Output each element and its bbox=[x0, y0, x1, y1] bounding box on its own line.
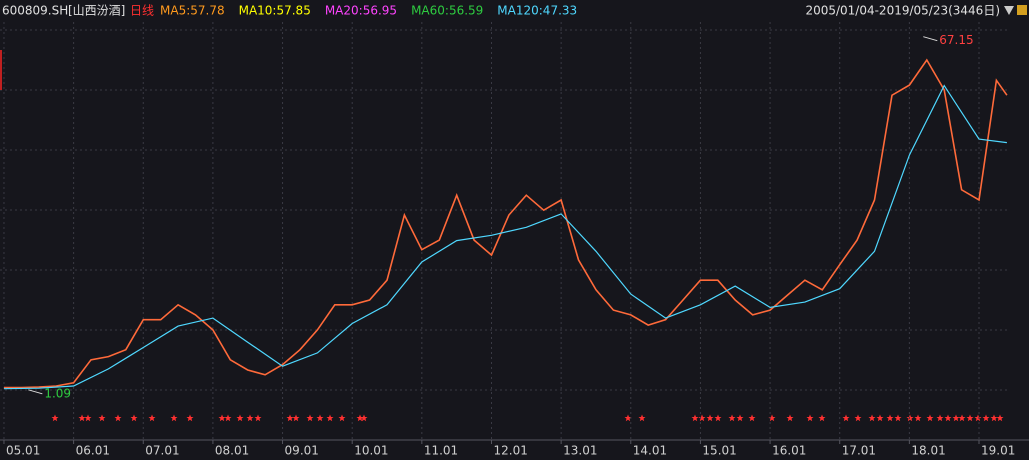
series-line bbox=[3, 84, 1007, 390]
star bbox=[936, 414, 944, 422]
star bbox=[170, 414, 178, 422]
star bbox=[876, 414, 884, 422]
star bbox=[868, 414, 876, 422]
star bbox=[914, 414, 922, 422]
star bbox=[236, 414, 244, 422]
star bbox=[728, 414, 736, 422]
period: 日线 bbox=[130, 4, 154, 18]
x-tick-label: 17.01 bbox=[842, 444, 876, 458]
x-tick-label: 05.01 bbox=[6, 444, 40, 458]
star bbox=[952, 414, 960, 422]
ma-value: MA60:56.59 bbox=[411, 4, 483, 18]
star bbox=[218, 414, 226, 422]
stock-name: [山西汾酒] bbox=[68, 4, 125, 18]
stock-code: 600809.SH bbox=[2, 4, 68, 18]
star bbox=[224, 414, 232, 422]
star bbox=[51, 414, 59, 422]
annotation: 67.15 bbox=[939, 33, 973, 47]
star bbox=[638, 414, 646, 422]
star bbox=[842, 414, 850, 422]
x-tick-label: 19.01 bbox=[981, 444, 1015, 458]
lock-icon[interactable] bbox=[1017, 5, 1027, 15]
star bbox=[246, 414, 254, 422]
star bbox=[186, 414, 194, 422]
star bbox=[886, 414, 894, 422]
star bbox=[292, 414, 300, 422]
star bbox=[691, 414, 699, 422]
dropdown[interactable] bbox=[1004, 6, 1014, 15]
ma-value: MA120:47.33 bbox=[497, 4, 577, 18]
star bbox=[706, 414, 714, 422]
x-tick-label: 11.01 bbox=[424, 444, 458, 458]
annotation-arrow bbox=[923, 36, 938, 42]
date-range: 2005/01/04-2019/05/23(3446日) bbox=[805, 4, 1000, 18]
star bbox=[714, 414, 722, 422]
x-tick-label: 18.01 bbox=[911, 444, 945, 458]
x-tick-label: 12.01 bbox=[493, 444, 527, 458]
star bbox=[148, 414, 156, 422]
star bbox=[286, 414, 294, 422]
x-tick-label: 08.01 bbox=[215, 444, 249, 458]
star bbox=[748, 414, 756, 422]
star bbox=[906, 414, 914, 422]
star bbox=[926, 414, 934, 422]
star bbox=[990, 414, 998, 422]
x-tick-label: 09.01 bbox=[285, 444, 319, 458]
star bbox=[982, 414, 990, 422]
annotation-arrow bbox=[28, 389, 43, 395]
x-tick-label: 14.01 bbox=[633, 444, 667, 458]
star bbox=[316, 414, 324, 422]
star bbox=[894, 414, 902, 422]
star bbox=[338, 414, 346, 422]
star bbox=[966, 414, 974, 422]
star bbox=[996, 414, 1004, 422]
star bbox=[114, 414, 122, 422]
x-tick-label: 13.01 bbox=[563, 444, 597, 458]
star bbox=[786, 414, 794, 422]
x-tick-label: 16.01 bbox=[772, 444, 806, 458]
star bbox=[254, 414, 262, 422]
x-tick-label: 06.01 bbox=[76, 444, 110, 458]
ma-value: MA5:57.78 bbox=[160, 4, 225, 18]
star bbox=[698, 414, 706, 422]
x-tick-label: 07.01 bbox=[145, 444, 179, 458]
ma-value: MA10:57.85 bbox=[239, 4, 311, 18]
series-line bbox=[4, 58, 1008, 389]
star bbox=[98, 414, 106, 422]
star bbox=[736, 414, 744, 422]
star bbox=[958, 414, 966, 422]
star bbox=[326, 414, 334, 422]
star bbox=[768, 414, 776, 422]
ma-value: MA20:56.95 bbox=[325, 4, 397, 18]
star bbox=[818, 414, 826, 422]
star bbox=[974, 414, 982, 422]
star bbox=[306, 414, 314, 422]
star bbox=[944, 414, 952, 422]
x-tick-label: 10.01 bbox=[354, 444, 388, 458]
star bbox=[78, 414, 86, 422]
star bbox=[84, 414, 92, 422]
star bbox=[130, 414, 138, 422]
annotation: 1.09 bbox=[44, 386, 71, 400]
x-tick-label: 15.01 bbox=[702, 444, 736, 458]
star bbox=[854, 414, 862, 422]
star bbox=[806, 414, 814, 422]
h-grid bbox=[0, 29, 1010, 391]
signal-stars bbox=[51, 414, 1004, 422]
